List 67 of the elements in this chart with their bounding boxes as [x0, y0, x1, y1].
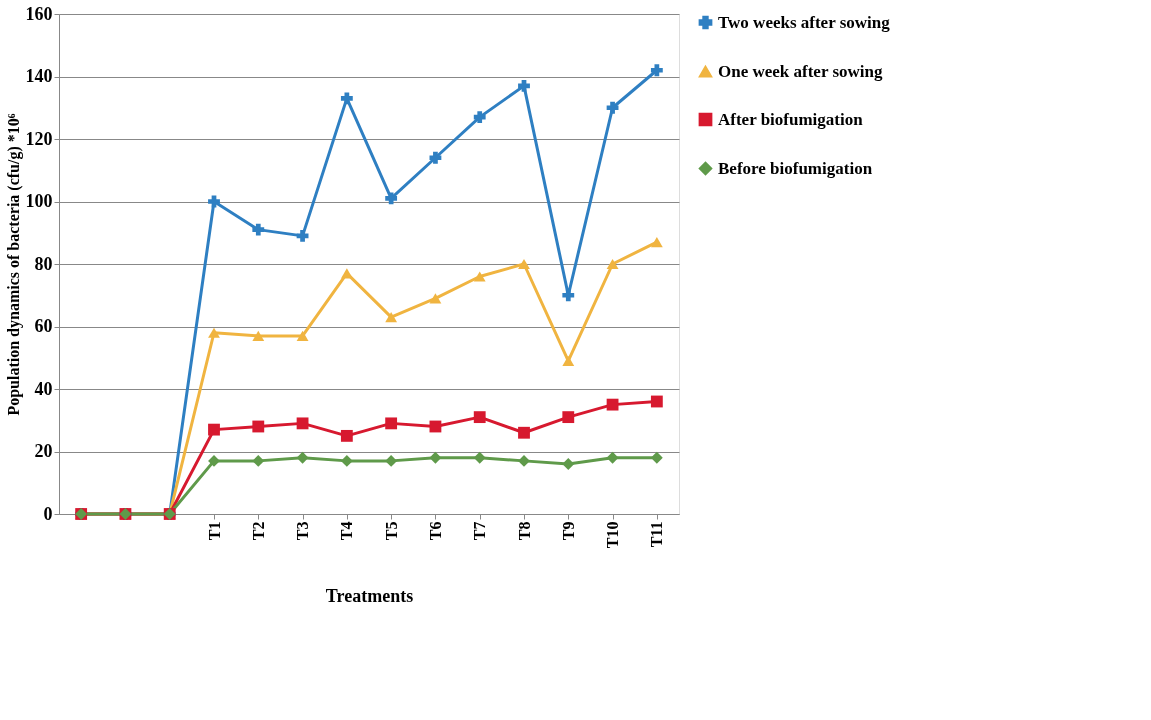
point: [252, 454, 265, 467]
x-tick-label: T7: [471, 521, 489, 541]
point: [562, 355, 575, 366]
x-tick-label: T9: [559, 521, 577, 541]
point: [296, 451, 309, 464]
point: [473, 411, 486, 424]
point: [429, 451, 442, 464]
point: [562, 289, 575, 302]
point: [385, 312, 398, 323]
point: [208, 327, 220, 338]
point: [606, 398, 619, 411]
point: [473, 271, 486, 282]
y-tick-label: 140: [25, 66, 53, 86]
point: [562, 458, 575, 470]
x-tick-label: T2: [249, 521, 267, 541]
legend-label: Two weeks after sowing: [718, 12, 891, 32]
point: [385, 417, 398, 430]
point: [473, 111, 486, 124]
point: [518, 454, 530, 467]
point: [650, 64, 663, 77]
point: [650, 237, 663, 248]
point: [606, 258, 619, 270]
point: [473, 451, 486, 464]
point: [606, 451, 619, 464]
point: [340, 429, 353, 442]
y-tick-label: 40: [34, 378, 53, 399]
legend-label: After biofumigation: [718, 109, 864, 129]
x-tick-label: T6: [426, 521, 444, 541]
point: [340, 268, 353, 279]
x-tick-label: T5: [382, 521, 400, 541]
point: [296, 330, 309, 341]
y-tick-label: 80: [34, 253, 53, 274]
y-tick-label: 160: [25, 3, 53, 24]
point: [385, 454, 398, 467]
y-tick-label: 20: [34, 441, 53, 461]
point: [429, 151, 442, 164]
y-tick-label: 0: [43, 503, 53, 524]
point: [650, 395, 663, 408]
point: [606, 101, 619, 114]
legend-label: Before biofumigation: [718, 158, 873, 178]
point: [208, 195, 220, 208]
x-tick-label: T8: [515, 521, 533, 541]
y-tick-label: 120: [25, 128, 53, 149]
point: [518, 426, 530, 439]
point: [562, 411, 575, 424]
point: [518, 258, 530, 270]
y-tick-label: 60: [34, 316, 53, 336]
point: [296, 229, 309, 242]
y-axis-title: Population dynamics of bacteria (cfu/g) *10⁶: [4, 113, 23, 416]
point: [429, 293, 442, 304]
point: [385, 192, 398, 205]
point: [252, 223, 265, 236]
point: [252, 420, 265, 433]
x-tick-label: T11: [648, 521, 666, 548]
x-tick-label: T4: [338, 521, 356, 541]
point: [340, 92, 353, 105]
x-tick-label: T3: [294, 521, 312, 541]
point: [296, 417, 309, 430]
point: [208, 423, 220, 436]
point: [208, 454, 220, 467]
legend-label: One week after sowing: [718, 61, 883, 81]
point: [252, 330, 265, 341]
x-tick-label: T10: [604, 521, 622, 549]
x-tick-label: T1: [205, 521, 223, 541]
point: [340, 454, 353, 467]
x-axis-title: Treatments: [325, 586, 414, 607]
y-tick-label: 100: [25, 191, 53, 211]
